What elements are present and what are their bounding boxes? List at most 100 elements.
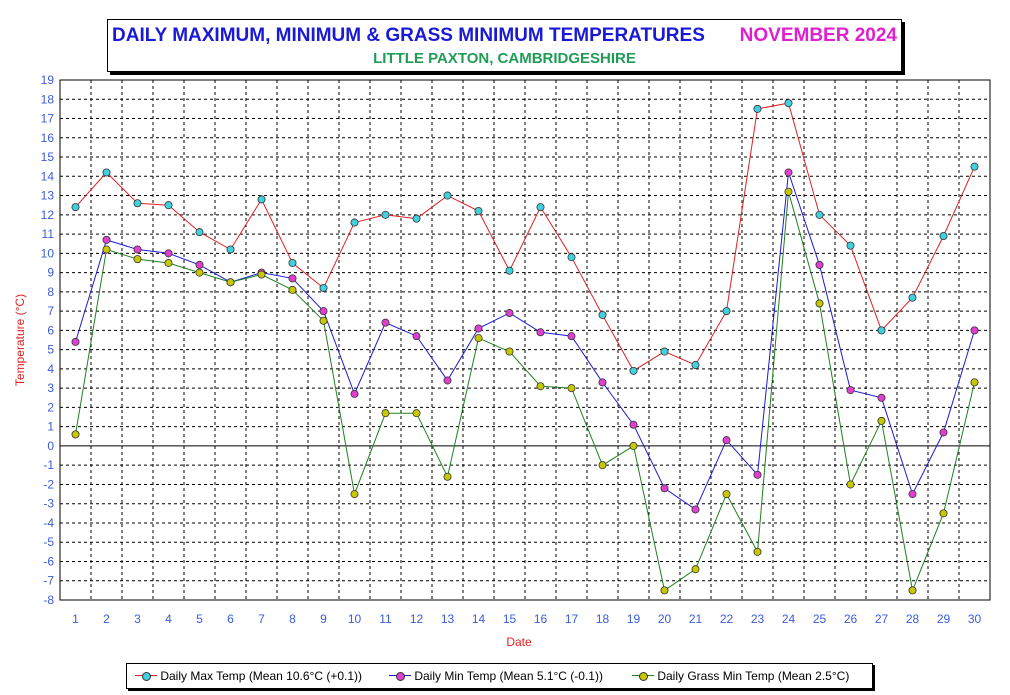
legend-item-grass: Daily Grass Min Temp (Mean 2.5°C): [632, 668, 849, 685]
x-tick-label: 30: [968, 612, 982, 626]
series-2-point: [629, 441, 638, 450]
series-1-point: [133, 245, 142, 254]
series-1-point: [381, 318, 390, 327]
x-tick-label: 12: [410, 612, 424, 626]
series-0-point: [877, 326, 886, 335]
x-tick-label: 26: [844, 612, 858, 626]
legend-swatch-grass: [632, 670, 654, 682]
series-2-point: [319, 316, 328, 325]
y-tick-label: 15: [41, 150, 55, 164]
series-1-point: [629, 420, 638, 429]
series-0-point: [660, 347, 669, 356]
series-0-point: [846, 241, 855, 250]
series-1-point: [846, 386, 855, 395]
series-2-point: [350, 490, 359, 499]
grid-layer: [59, 79, 991, 601]
series-0-point: [815, 210, 824, 219]
legend-item-min: Daily Min Temp (Mean 5.1°C (-0.1)): [389, 668, 603, 685]
series-2-point: [226, 278, 235, 287]
x-tick-label: 11: [379, 612, 392, 626]
series-0-point: [474, 206, 483, 215]
y-tick-label: -5: [43, 535, 54, 549]
series-2-point: [567, 384, 576, 393]
y-tick-label: 13: [41, 189, 55, 203]
y-tick-label: 11: [42, 227, 55, 241]
series-1-point: [536, 328, 545, 337]
series-2-point: [71, 430, 80, 439]
x-tick-label: 8: [289, 612, 296, 626]
chart-month: NOVEMBER 2024: [739, 25, 897, 46]
series-2-point: [846, 480, 855, 489]
series-line-1: [75, 172, 975, 511]
series-0-point: [71, 203, 80, 212]
x-tick-label: 9: [320, 612, 327, 626]
series-2-point: [877, 416, 886, 425]
x-tick-label: 10: [348, 612, 362, 626]
series-1-point: [474, 324, 483, 333]
x-tick-label: 25: [813, 612, 827, 626]
legend-label-max: Daily Max Temp (Mean 10.6°C (+0.1)): [160, 668, 362, 683]
series-2-point: [536, 382, 545, 391]
series-1-point: [877, 393, 886, 402]
y-tick-label: 5: [47, 343, 54, 357]
legend-label-min: Daily Min Temp (Mean 5.1°C (-0.1)): [414, 668, 603, 683]
series-0-point: [784, 99, 793, 108]
y-tick-label: 6: [47, 323, 54, 337]
series-2-point: [381, 409, 390, 418]
x-tick-label: 4: [165, 612, 172, 626]
series-0-point: [443, 191, 452, 200]
series-2-point: [443, 472, 452, 481]
y-tick-label: 12: [41, 208, 55, 222]
y-tick-label: 14: [41, 169, 55, 183]
series-1-point: [195, 260, 204, 269]
series-1-point: [815, 260, 824, 269]
legend-item-max: Daily Max Temp (Mean 10.6°C (+0.1)): [135, 668, 362, 685]
series-1-point: [598, 378, 607, 387]
series-1-point: [753, 470, 762, 479]
series-2-point: [505, 347, 514, 356]
x-tick-label: 15: [503, 612, 517, 626]
y-tick-label: 19: [41, 73, 55, 87]
chart-title: DAILY MAXIMUM, MINIMUM & GRASS MINIMUM T…: [112, 25, 705, 46]
series-layer: [71, 99, 979, 595]
series-0-point: [133, 199, 142, 208]
chart-subtitle: LITTLE PAXTON, CAMBRIDGESHIRE: [373, 50, 636, 67]
y-tick-label: 4: [47, 362, 54, 376]
y-tick-label: 9: [47, 266, 54, 280]
series-0-point: [691, 361, 700, 370]
y-tick-label: 7: [47, 304, 54, 318]
series-1-point: [722, 436, 731, 445]
series-1-point: [505, 309, 514, 318]
series-2-point: [970, 378, 979, 387]
y-tick-label: -3: [43, 497, 54, 511]
x-tick-label: 29: [937, 612, 951, 626]
x-tick-label: 3: [134, 612, 141, 626]
legend-swatch-min: [389, 670, 411, 682]
series-2-point: [753, 547, 762, 556]
series-1-point: [939, 428, 948, 437]
series-2-point: [257, 270, 266, 279]
y-tick-label: 16: [41, 131, 55, 145]
series-1-point: [567, 332, 576, 341]
series-0-point: [412, 214, 421, 223]
series-2-point: [815, 299, 824, 308]
series-1-point: [350, 389, 359, 398]
series-2-point: [660, 586, 669, 595]
series-0-point: [908, 293, 917, 302]
x-tick-label: 16: [534, 612, 548, 626]
y-axis-label: Temperature (°C): [13, 294, 27, 386]
series-line-2: [75, 191, 975, 593]
series-0-point: [381, 210, 390, 219]
legend-label-grass: Daily Grass Min Temp (Mean 2.5°C): [657, 668, 850, 683]
series-1-point: [319, 307, 328, 316]
y-tick-label: -7: [43, 574, 54, 588]
x-tick-label: 7: [258, 612, 265, 626]
x-tick-label: 19: [627, 612, 641, 626]
y-tick-label: 10: [41, 246, 55, 260]
series-line-0: [75, 102, 975, 372]
series-0-point: [226, 245, 235, 254]
series-2-point: [133, 255, 142, 264]
series-1-point: [71, 337, 80, 346]
series-0-point: [753, 104, 762, 113]
